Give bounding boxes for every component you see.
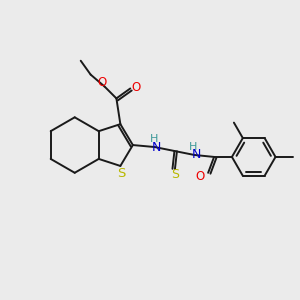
Text: H: H	[149, 134, 158, 144]
Text: N: N	[192, 148, 201, 161]
Text: O: O	[132, 81, 141, 94]
Text: O: O	[196, 170, 205, 183]
Text: O: O	[97, 76, 106, 89]
Text: H: H	[189, 142, 197, 152]
Text: S: S	[171, 168, 179, 181]
Text: N: N	[152, 140, 161, 154]
Text: S: S	[117, 167, 125, 180]
